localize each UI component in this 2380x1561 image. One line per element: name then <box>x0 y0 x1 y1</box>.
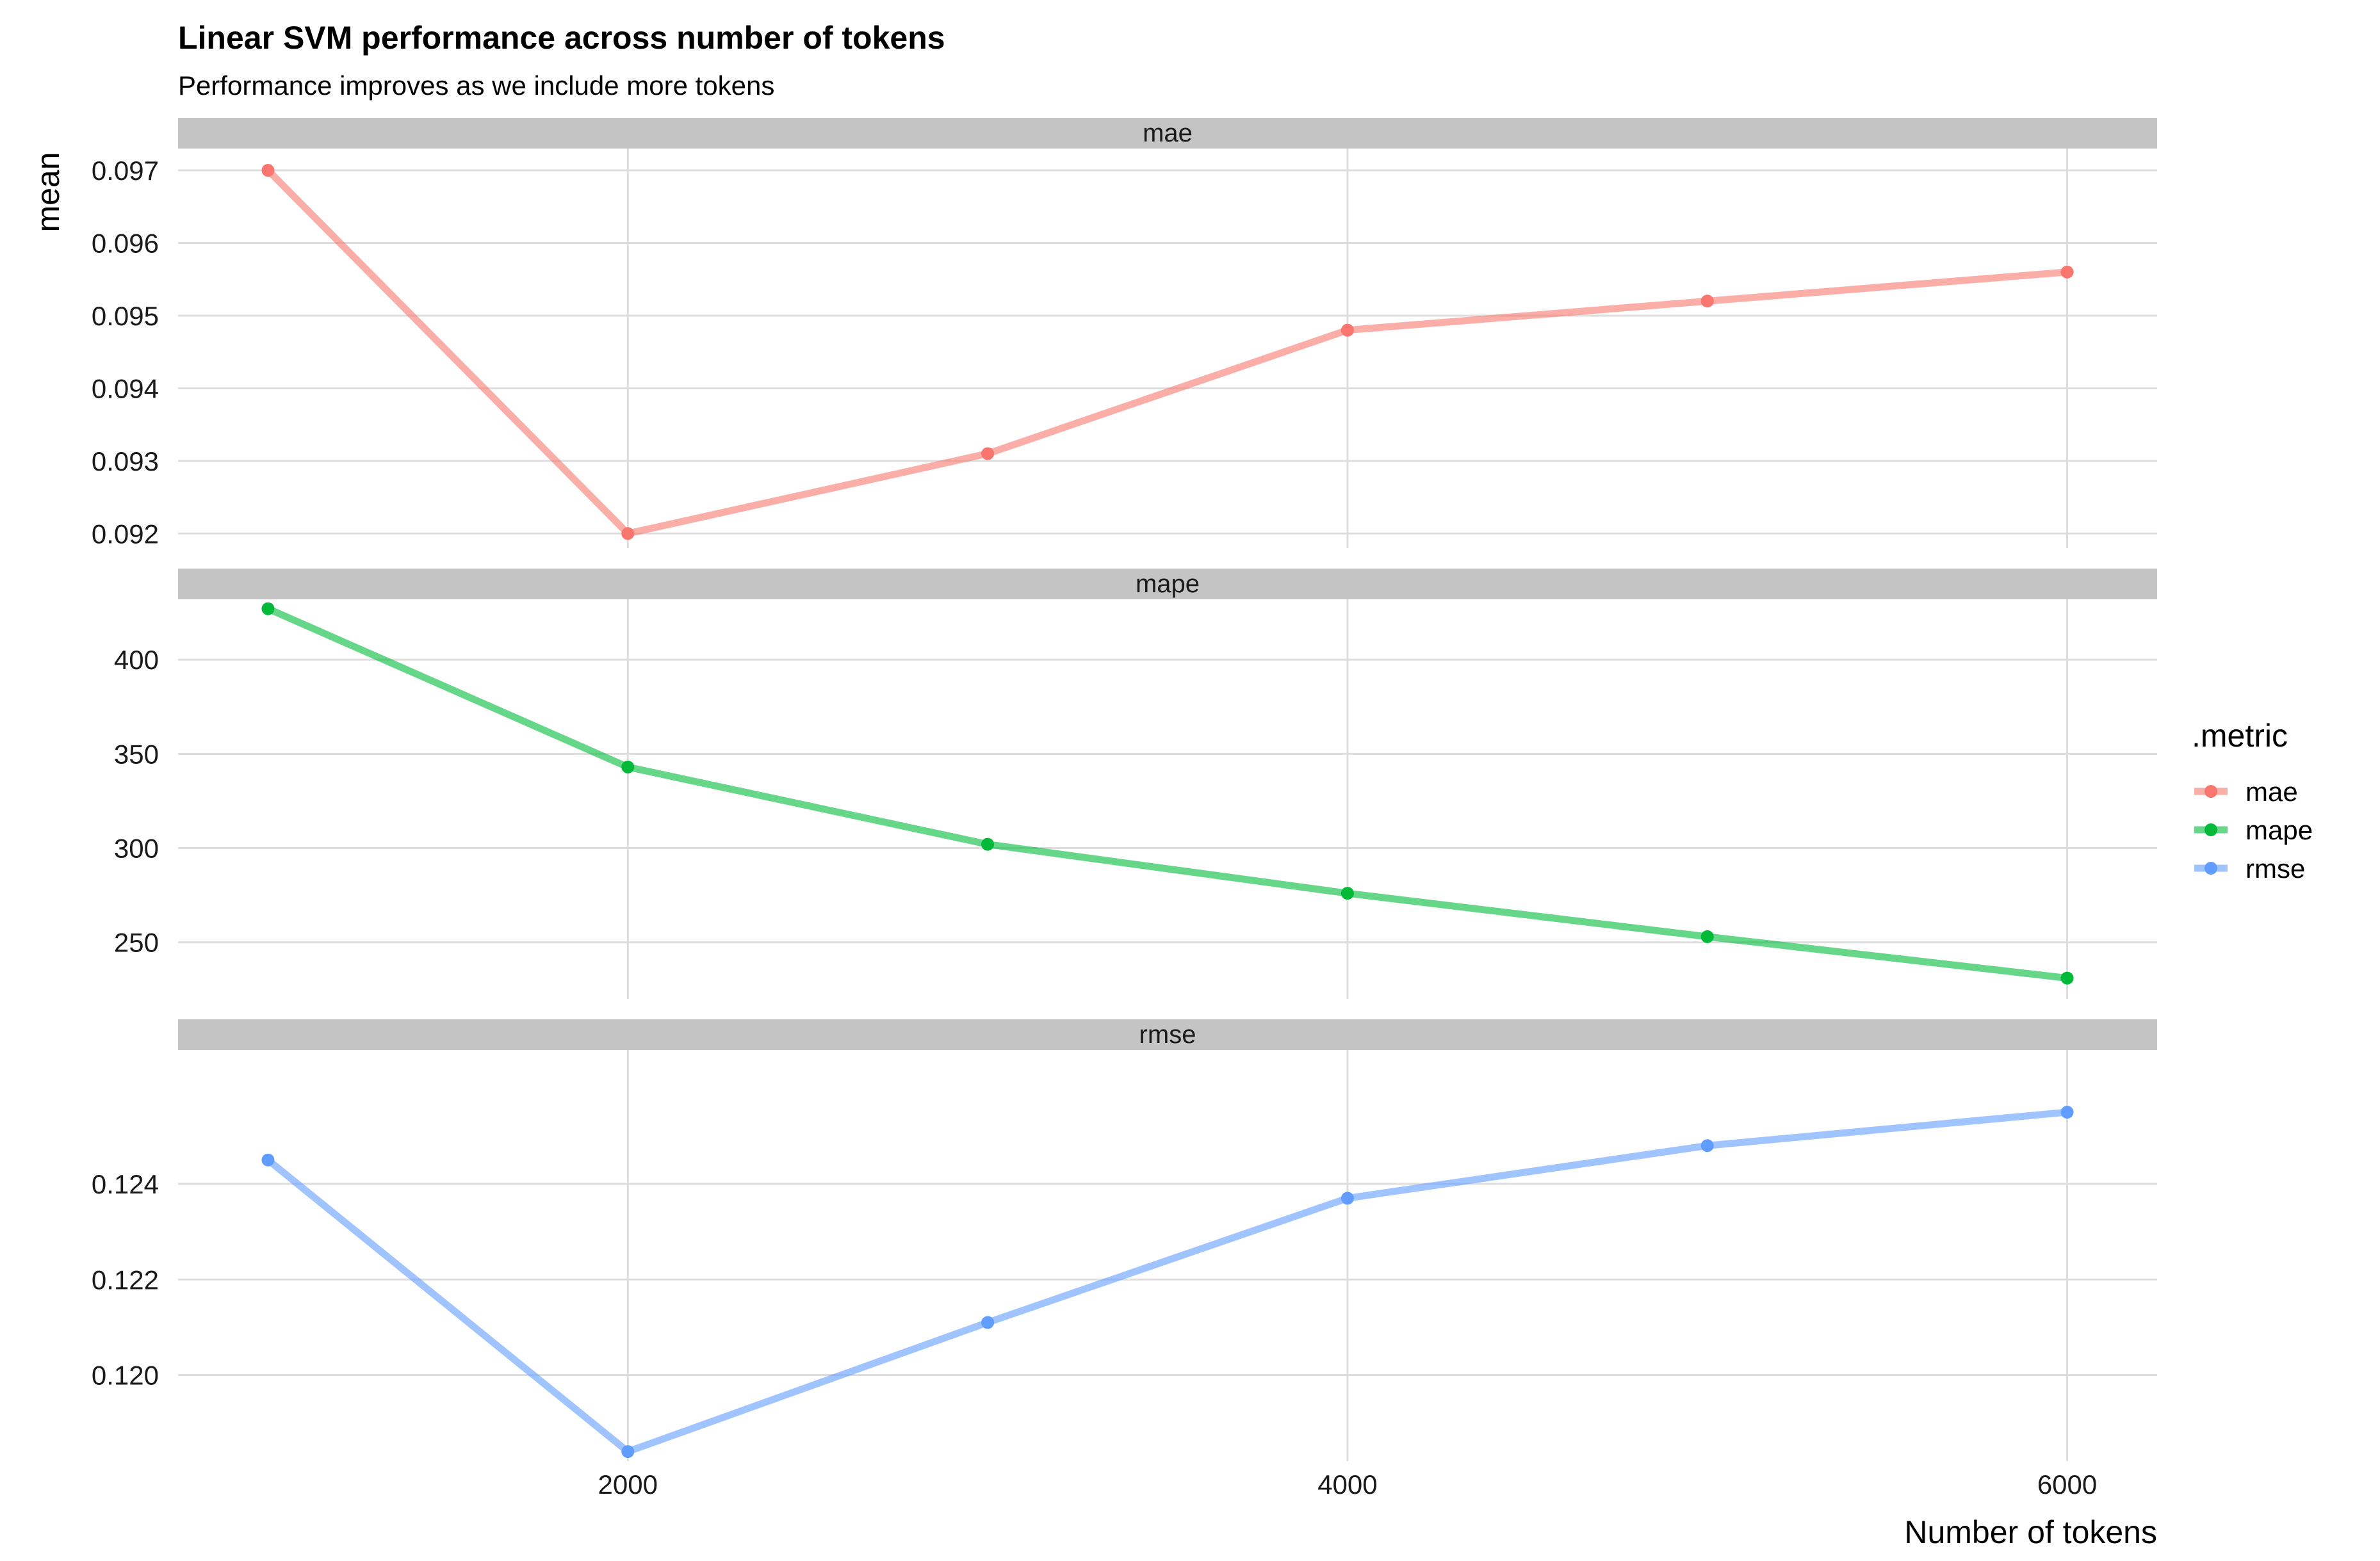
data-point-mae <box>1341 323 1354 337</box>
x-axis-title: Number of tokens <box>1904 1514 2157 1550</box>
legend-label: rmse <box>2246 853 2305 884</box>
legend-label: mape <box>2246 815 2313 845</box>
y-tick-label: 250 <box>114 928 159 958</box>
data-point-mape <box>1341 887 1354 900</box>
facet-panel-mape: 250 300 350 400 mape <box>114 569 2157 999</box>
series-line-rmse <box>265 1108 2071 1455</box>
y-tick-label: 0.096 <box>92 228 159 258</box>
y-axis-title: mean <box>30 152 66 232</box>
y-tick-label: 350 <box>114 739 159 769</box>
data-point-mae <box>981 447 995 460</box>
legend-item-mape: mape <box>2194 815 2313 845</box>
y-tick-label: 0.092 <box>92 519 159 549</box>
y-tick-label: 0.093 <box>92 446 159 476</box>
y-tick-label: 0.124 <box>92 1169 159 1199</box>
data-point-mae <box>1700 295 1714 308</box>
data-point-rmse <box>621 1445 635 1459</box>
legend-label: mae <box>2246 777 2298 807</box>
data-point-mae <box>621 527 635 540</box>
x-tick-label: 4000 <box>1317 1469 1377 1500</box>
panels-layer: 0.092 0.093 0.094 0.095 0.096 0.097 mae 250 300 3… <box>92 118 2157 1461</box>
data-point-rmse <box>2060 1106 2074 1119</box>
legend-item-rmse: rmse <box>2194 853 2305 884</box>
facet-panel-rmse: 0.120 0.122 0.124 rmse <box>92 1019 2157 1461</box>
data-point-mape <box>621 760 635 773</box>
y-tick-label: 0.120 <box>92 1361 159 1391</box>
data-point-mape <box>1700 930 1714 943</box>
legend-title: .metric <box>2192 718 2288 754</box>
y-tick-label: 0.097 <box>92 156 159 186</box>
series-line-mae <box>265 166 2071 537</box>
data-point-mape <box>981 837 995 851</box>
legend-item-mae: mae <box>2194 777 2298 807</box>
y-tick-label: 0.095 <box>92 301 159 331</box>
data-point-mape <box>2060 971 2074 985</box>
legend-key-point <box>2205 823 2217 836</box>
facet-strip-mape <box>178 569 2157 599</box>
facet-strip-label: mae <box>1143 119 1193 147</box>
y-tick-label: 0.122 <box>92 1265 159 1295</box>
facet-panel-mae: 0.092 0.093 0.094 0.095 0.096 0.097 mae <box>92 118 2157 549</box>
y-tick-label: 400 <box>114 645 159 675</box>
x-tick-label: 2000 <box>598 1469 658 1500</box>
facet-strip-rmse <box>178 1019 2157 1050</box>
data-point-rmse <box>261 1153 275 1167</box>
chart-title: Linear SVM performance across number of … <box>178 20 945 56</box>
data-point-mape <box>261 602 275 615</box>
legend-key-point <box>2205 862 2217 875</box>
facet-strip-label: mape <box>1136 570 1200 598</box>
data-point-mae <box>261 164 275 177</box>
legend: .metric mae mape rmse <box>2192 718 2313 884</box>
data-point-mae <box>2060 265 2074 279</box>
x-tick-label: 6000 <box>2037 1469 2097 1500</box>
data-point-rmse <box>1341 1192 1354 1205</box>
y-tick-label: 0.094 <box>92 373 159 403</box>
data-point-rmse <box>1700 1139 1714 1153</box>
legend-key-point <box>2205 785 2217 798</box>
y-tick-label: 300 <box>114 834 159 864</box>
data-point-rmse <box>981 1316 995 1329</box>
facet-strip-label: rmse <box>1139 1021 1196 1049</box>
chart-subtitle: Performance improves as we include more … <box>178 70 774 101</box>
x-axis-ticks: 2000 4000 6000 <box>598 1469 2098 1500</box>
series-line-mape <box>265 605 2071 982</box>
facet-strip-mae <box>178 118 2157 149</box>
